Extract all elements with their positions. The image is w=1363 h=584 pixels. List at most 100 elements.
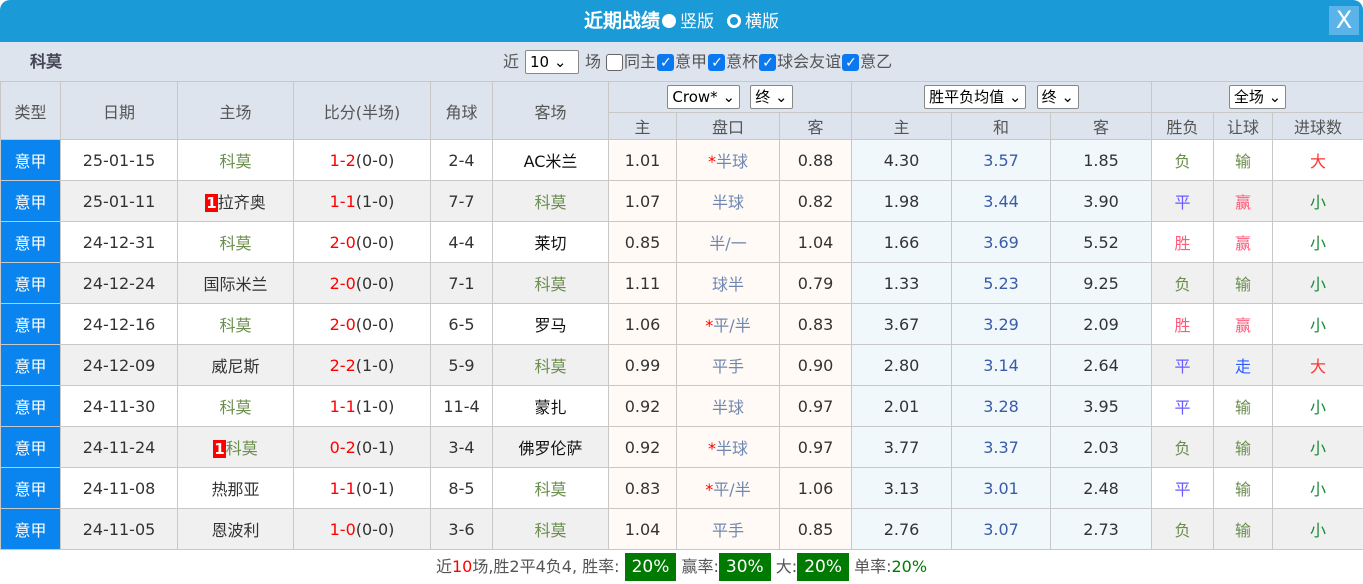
away-team[interactable]: 科莫 xyxy=(493,468,609,509)
checkbox-4[interactable] xyxy=(842,54,859,71)
table-row[interactable]: 意甲 24-12-16 科莫 2-0(0-0) 6-5 罗马 1.06 *平/半… xyxy=(1,304,1363,345)
over-under: 小 xyxy=(1273,181,1363,222)
option-horizontal-label[interactable]: 横版 xyxy=(745,12,779,32)
league-type[interactable]: 意甲 xyxy=(1,181,61,222)
match-date: 25-01-11 xyxy=(61,181,178,222)
table-row[interactable]: 意甲 24-11-30 科莫 1-1(1-0) 11-4 蒙扎 0.92 半球 … xyxy=(1,386,1363,427)
home-team[interactable]: 科莫 xyxy=(219,398,251,417)
match-table: 类型 日期 主场 比分(半场) 角球 客场 Crow* ⌄ 终 ⌄ 胜平负均值 … xyxy=(0,81,1363,550)
home-team[interactable]: 科莫 xyxy=(219,152,251,171)
table-row[interactable]: 意甲 25-01-15 科莫 1-2(0-0) 2-4 AC米兰 1.01 *半… xyxy=(1,140,1363,181)
match-date: 24-11-30 xyxy=(61,386,178,427)
away-team[interactable]: 佛罗伦萨 xyxy=(493,427,609,468)
league-type[interactable]: 意甲 xyxy=(1,386,61,427)
chevron-down-icon: ⌄ xyxy=(554,53,567,71)
company-select[interactable]: Crow* ⌄ xyxy=(667,85,740,109)
home-team[interactable]: 拉齐奥 xyxy=(218,193,266,212)
table-row[interactable]: 意甲 24-12-31 科莫 2-0(0-0) 4-4 莱切 0.85 半/一 … xyxy=(1,222,1363,263)
table-row[interactable]: 意甲 24-11-08 热那亚 1-1(0-1) 8-5 科莫 0.83 *平/… xyxy=(1,468,1363,509)
league-type[interactable]: 意甲 xyxy=(1,263,61,304)
home-team[interactable]: 科莫 xyxy=(219,234,251,253)
handicap-result: 输 xyxy=(1214,263,1273,304)
home-team[interactable]: 科莫 xyxy=(226,439,258,458)
home-odds: 1.06 xyxy=(609,304,677,345)
header-home: 主场 xyxy=(178,82,294,140)
scope-select[interactable]: 全场 ⌄ xyxy=(1229,85,1286,109)
avg-loss: 3.90 xyxy=(1051,181,1152,222)
checkbox-label[interactable]: 意杯 xyxy=(726,52,758,71)
checkbox-label[interactable]: 意甲 xyxy=(675,52,707,71)
avg-loss: 1.85 xyxy=(1051,140,1152,181)
option-vertical-label[interactable]: 竖版 xyxy=(680,12,714,32)
league-type[interactable]: 意甲 xyxy=(1,345,61,386)
avg-select[interactable]: 胜平负均值 ⌄ xyxy=(924,85,1026,109)
corners: 5-9 xyxy=(431,345,493,386)
half-score: (0-1) xyxy=(356,479,395,498)
home-odds: 0.99 xyxy=(609,345,677,386)
avg-loss: 2.73 xyxy=(1051,509,1152,550)
league-type[interactable]: 意甲 xyxy=(1,509,61,550)
away-team[interactable]: 莱切 xyxy=(493,222,609,263)
table-row[interactable]: 意甲 24-11-05 恩波利 1-0(0-0) 3-6 科莫 1.04 平手 … xyxy=(1,509,1363,550)
result: 胜 xyxy=(1152,304,1214,345)
radio-vertical[interactable] xyxy=(662,14,676,28)
team-name: 科莫 xyxy=(30,42,62,81)
checkbox-1[interactable] xyxy=(657,54,674,71)
checkbox-3[interactable] xyxy=(759,54,776,71)
handicap: 平手 xyxy=(712,357,744,376)
away-odds: 0.83 xyxy=(780,304,852,345)
home-team[interactable]: 热那亚 xyxy=(211,480,259,499)
avg-win: 1.33 xyxy=(852,263,952,304)
close-button[interactable]: X xyxy=(1329,6,1359,35)
league-type[interactable]: 意甲 xyxy=(1,140,61,181)
avg-loss: 2.09 xyxy=(1051,304,1152,345)
checkbox-label[interactable]: 同主 xyxy=(624,52,656,71)
red-card-badge: 1 xyxy=(205,194,217,212)
table-row[interactable]: 意甲 25-01-11 1拉齐奥 1-1(1-0) 7-7 科莫 1.07 半球… xyxy=(1,181,1363,222)
away-team[interactable]: 科莫 xyxy=(493,509,609,550)
table-row[interactable]: 意甲 24-12-09 威尼斯 2-2(1-0) 5-9 科莫 0.99 平手 … xyxy=(1,345,1363,386)
recent-count-select[interactable]: 10 ⌄ xyxy=(525,50,579,74)
corners: 8-5 xyxy=(431,468,493,509)
home-team[interactable]: 国际米兰 xyxy=(203,275,267,294)
avg-win: 1.66 xyxy=(852,222,952,263)
result: 平 xyxy=(1152,181,1214,222)
home-odds: 0.83 xyxy=(609,468,677,509)
checkbox-0[interactable] xyxy=(606,54,623,71)
away-team[interactable]: 蒙扎 xyxy=(493,386,609,427)
home-odds: 0.85 xyxy=(609,222,677,263)
avg-win: 1.98 xyxy=(852,181,952,222)
away-team[interactable]: 科莫 xyxy=(493,181,609,222)
cover-rate-badge: 30% xyxy=(719,553,771,581)
away-team[interactable]: 科莫 xyxy=(493,263,609,304)
league-type[interactable]: 意甲 xyxy=(1,304,61,345)
corners: 7-7 xyxy=(431,181,493,222)
home-team[interactable]: 科莫 xyxy=(219,316,251,335)
home-team[interactable]: 恩波利 xyxy=(211,521,259,540)
corners: 6-5 xyxy=(431,304,493,345)
handicap-result: 走 xyxy=(1214,345,1273,386)
avg-stage-select[interactable]: 终 ⌄ xyxy=(1037,85,1079,109)
away-team[interactable]: 科莫 xyxy=(493,345,609,386)
table-row[interactable]: 意甲 24-12-24 国际米兰 2-0(0-0) 7-1 科莫 1.11 球半… xyxy=(1,263,1363,304)
checkbox-label[interactable]: 球会友谊 xyxy=(777,52,841,71)
table-row[interactable]: 意甲 24-11-24 1科莫 0-2(0-1) 3-4 佛罗伦萨 0.92 *… xyxy=(1,427,1363,468)
corners: 2-4 xyxy=(431,140,493,181)
handicap-result: 输 xyxy=(1214,427,1273,468)
header-date: 日期 xyxy=(61,82,178,140)
radio-horizontal[interactable] xyxy=(727,14,741,28)
league-type[interactable]: 意甲 xyxy=(1,427,61,468)
checkbox-label[interactable]: 意乙 xyxy=(860,52,892,71)
league-type[interactable]: 意甲 xyxy=(1,222,61,263)
checkbox-2[interactable] xyxy=(708,54,725,71)
league-type[interactable]: 意甲 xyxy=(1,468,61,509)
corners: 11-4 xyxy=(431,386,493,427)
company-stage-select[interactable]: 终 ⌄ xyxy=(750,85,792,109)
home-team[interactable]: 威尼斯 xyxy=(211,357,259,376)
full-score: 0-2 xyxy=(330,438,356,457)
handicap: 半球 xyxy=(712,398,744,417)
win-rate-badge: 20% xyxy=(625,553,677,581)
away-team[interactable]: 罗马 xyxy=(493,304,609,345)
avg-win: 3.13 xyxy=(852,468,952,509)
away-team[interactable]: AC米兰 xyxy=(493,140,609,181)
